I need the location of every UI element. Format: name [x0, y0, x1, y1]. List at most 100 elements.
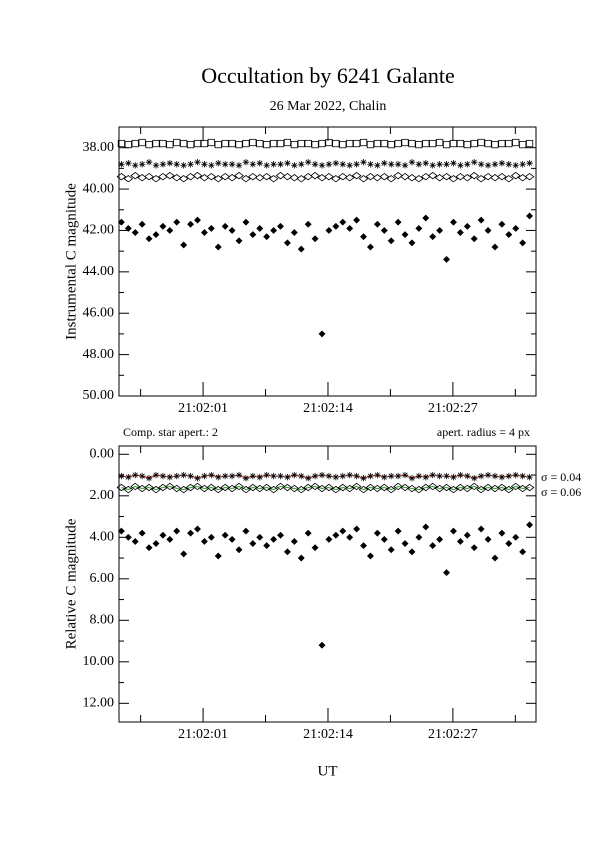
marker-diamond: [497, 483, 507, 492]
marker-star: [159, 161, 167, 168]
marker-square: [207, 138, 215, 147]
marker-filled-diamond: [256, 533, 264, 541]
marker-star: [256, 473, 263, 481]
marker-square: [193, 139, 202, 148]
marker-square: [415, 140, 423, 149]
marker-star: [401, 471, 409, 479]
marker-filled-diamond: [401, 539, 409, 548]
marker-star: [235, 162, 243, 169]
chart-title: Occultation by 6241 Galante: [201, 63, 455, 88]
marker-star: [291, 471, 298, 479]
marker-square: [436, 138, 444, 147]
marker-diamond: [178, 175, 189, 183]
marker-filled-diamond: [318, 330, 326, 338]
marker-filled-diamond: [145, 235, 153, 243]
marker-star: [249, 161, 257, 168]
marker-diamond: [351, 171, 362, 180]
marker-diamond: [171, 173, 182, 182]
marker-star: [332, 160, 340, 167]
marker-diamond: [407, 484, 417, 493]
marker-star: [339, 472, 346, 480]
annotation: Comp. star apert.: 2: [123, 425, 218, 439]
marker-star: [270, 161, 277, 168]
marker-diamond: [386, 485, 397, 494]
marker-diamond: [365, 483, 376, 492]
marker-diamond: [220, 172, 231, 181]
marker-diamond: [289, 173, 300, 182]
marker-diamond: [503, 175, 514, 183]
marker-square: [429, 139, 437, 148]
marker-square: [456, 139, 464, 148]
marker-filled-diamond: [519, 548, 527, 556]
marker-diamond: [241, 175, 251, 183]
marker-star: [318, 471, 326, 479]
marker-star: [505, 161, 513, 168]
marker-diamond: [524, 483, 535, 492]
marker-star: [471, 158, 478, 166]
marker-diamond: [448, 175, 459, 183]
marker-diamond: [414, 175, 424, 183]
marker-star: [346, 162, 353, 169]
marker-star: [263, 162, 270, 169]
marker-star: [235, 471, 243, 479]
marker-star: [173, 472, 180, 480]
marker-diamond: [365, 172, 376, 181]
marker-star: [477, 472, 485, 480]
x-tick-label: 21:02:14: [303, 401, 353, 416]
marker-filled-diamond: [207, 533, 215, 541]
marker-diamond: [241, 485, 251, 494]
marker-star: [443, 472, 450, 480]
marker-diamond: [344, 484, 355, 493]
marker-filled-diamond: [387, 237, 395, 245]
marker-filled-diamond: [408, 548, 416, 556]
marker-star: [132, 471, 139, 479]
marker-star: [464, 472, 471, 480]
marker-star: [415, 472, 423, 480]
marker-filled-diamond: [283, 548, 291, 556]
marker-filled-diamond: [283, 239, 291, 247]
marker-filled-diamond: [290, 228, 298, 237]
marker-diamond: [192, 171, 203, 180]
marker-filled-diamond: [332, 531, 340, 539]
marker-square: [346, 139, 354, 148]
marker-filled-diamond: [422, 523, 430, 531]
marker-filled-diamond: [512, 533, 520, 541]
marker-star: [381, 473, 388, 481]
marker-filled-diamond: [463, 531, 471, 539]
marker-square: [387, 140, 395, 149]
marker-diamond: [358, 175, 369, 183]
marker-filled-diamond: [193, 525, 202, 533]
marker-square: [249, 138, 257, 147]
marker-star: [180, 471, 187, 479]
marker-filled-diamond: [304, 220, 312, 228]
marker-diamond: [275, 482, 286, 491]
marker-filled-diamond: [456, 537, 464, 546]
marker-star: [173, 161, 180, 168]
marker-diamond: [393, 171, 403, 180]
marker-filled-diamond: [408, 239, 416, 247]
marker-filled-diamond: [270, 226, 278, 235]
marker-star: [353, 161, 360, 168]
marker-filled-diamond: [429, 542, 437, 550]
marker-filled-diamond: [242, 527, 250, 535]
marker-square: [498, 139, 506, 148]
marker-square: [401, 138, 409, 147]
marker-star: [125, 473, 132, 481]
marker-star: [526, 473, 533, 481]
marker-filled-diamond: [353, 216, 361, 224]
marker-filled-diamond: [477, 216, 485, 224]
marker-filled-diamond: [145, 544, 153, 552]
marker-diamond: [510, 482, 521, 491]
marker-filled-diamond: [249, 539, 257, 548]
marker-diamond: [282, 172, 293, 181]
y-tick-label: 10.00: [83, 654, 115, 669]
y-tick-label: 0.00: [90, 447, 115, 462]
marker-star: [498, 473, 506, 481]
marker-diamond: [206, 172, 217, 181]
marker-star: [526, 160, 533, 167]
marker-square: [484, 139, 492, 148]
marker-filled-diamond: [263, 542, 271, 550]
marker-star: [408, 474, 416, 482]
marker-filled-diamond: [470, 235, 478, 243]
marker-filled-diamond: [449, 527, 458, 535]
